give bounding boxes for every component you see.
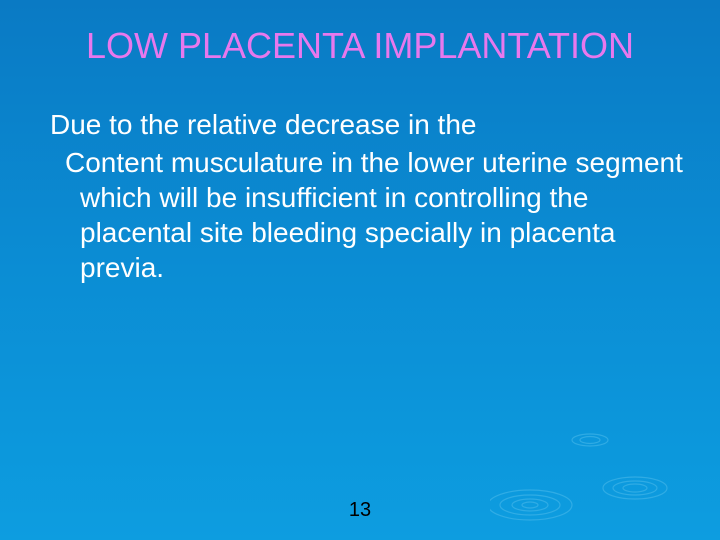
slide-container: LOW PLACENTA IMPLANTATION Due to the rel… [0,0,720,540]
body-paragraph-2: Content musculature in the lower uterine… [80,145,685,285]
body-paragraph-1: Due to the relative decrease in the [65,107,685,142]
slide-body: Due to the relative decrease in the Cont… [0,107,720,285]
slide-title: LOW PLACENTA IMPLANTATION [0,25,720,67]
page-number: 13 [0,499,720,522]
